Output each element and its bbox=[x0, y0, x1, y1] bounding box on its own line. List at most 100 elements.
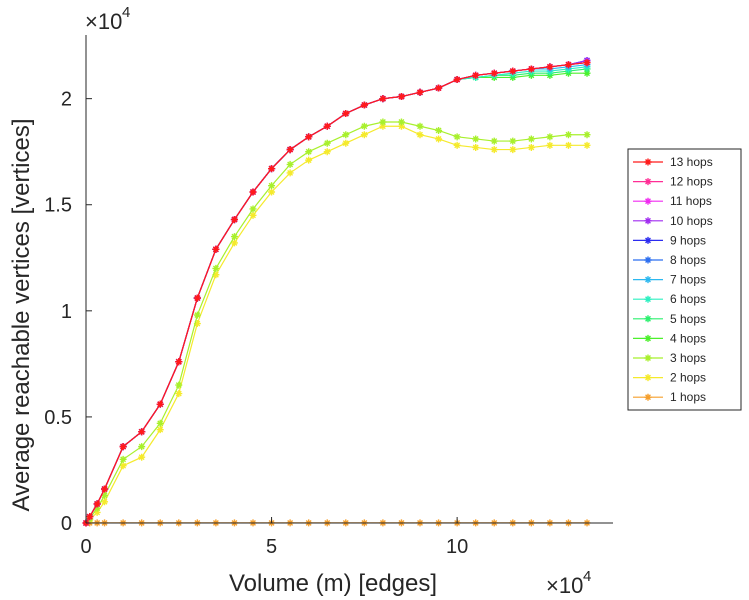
legend-marker bbox=[644, 158, 652, 166]
series-7-hops bbox=[82, 61, 591, 527]
data-point bbox=[435, 135, 443, 143]
data-point bbox=[435, 126, 443, 134]
series-2-hops bbox=[82, 122, 591, 527]
data-point bbox=[286, 169, 294, 177]
x-tick-label: 10 bbox=[446, 536, 468, 558]
data-point bbox=[193, 294, 201, 302]
series-line bbox=[85, 61, 588, 524]
series-10-hops bbox=[82, 56, 591, 527]
data-point bbox=[342, 110, 350, 118]
data-point bbox=[93, 504, 101, 512]
data-point bbox=[453, 141, 461, 149]
data-point bbox=[435, 84, 443, 92]
legend-label: 9 hops bbox=[670, 233, 706, 247]
legend-label: 13 hops bbox=[670, 155, 713, 169]
data-point bbox=[527, 65, 535, 73]
legend-marker bbox=[644, 276, 652, 284]
y-axis-label: Average reachable vertices [vertices] bbox=[8, 118, 35, 511]
series-8-hops bbox=[82, 59, 591, 527]
data-point bbox=[249, 205, 257, 213]
x-axis-label: Volume (m) [edges] bbox=[229, 570, 437, 597]
legend-label: 11 hops bbox=[670, 194, 712, 208]
x-multiplier-exponent: 4 bbox=[583, 568, 591, 585]
legend-label: 2 hops bbox=[670, 371, 706, 385]
series-3-hops bbox=[82, 118, 591, 527]
data-point bbox=[583, 69, 591, 77]
series-5-hops bbox=[82, 65, 591, 527]
data-point bbox=[490, 69, 498, 77]
data-point bbox=[175, 381, 183, 389]
data-point bbox=[397, 122, 405, 130]
data-point bbox=[156, 419, 164, 427]
data-point bbox=[101, 498, 109, 506]
data-point bbox=[546, 133, 554, 141]
data-point bbox=[86, 513, 94, 521]
data-point bbox=[156, 400, 164, 408]
data-point bbox=[175, 358, 183, 366]
y-tick-label: 1.5 bbox=[44, 195, 72, 217]
data-point bbox=[564, 141, 572, 149]
data-point bbox=[527, 135, 535, 143]
data-point bbox=[101, 485, 109, 493]
y-multiplier: ×10 4 bbox=[85, 4, 130, 34]
legend-label: 6 hops bbox=[670, 292, 706, 306]
data-point bbox=[546, 63, 554, 71]
data-point bbox=[472, 135, 480, 143]
legend-label: 12 hops bbox=[670, 175, 713, 189]
series-line bbox=[85, 59, 588, 524]
data-point bbox=[416, 88, 424, 96]
data-point bbox=[453, 76, 461, 84]
legend-marker bbox=[644, 178, 652, 186]
y-multiplier-base: ×10 bbox=[85, 9, 122, 34]
data-point bbox=[93, 508, 101, 516]
series-layer bbox=[82, 56, 591, 527]
data-point bbox=[472, 71, 480, 79]
x-tick-label: 5 bbox=[266, 536, 277, 558]
data-point bbox=[268, 182, 276, 190]
data-point bbox=[101, 491, 109, 499]
data-point bbox=[509, 67, 517, 75]
data-point bbox=[138, 428, 146, 436]
data-point bbox=[360, 101, 368, 109]
series-12-hops bbox=[82, 59, 591, 527]
legend-marker bbox=[644, 217, 652, 225]
series-line bbox=[85, 125, 588, 524]
series-line bbox=[85, 61, 588, 524]
data-point bbox=[323, 139, 331, 147]
data-point bbox=[397, 93, 405, 101]
y-tick-label: 1 bbox=[61, 301, 72, 323]
data-point bbox=[230, 233, 238, 241]
legend-marker bbox=[644, 393, 652, 401]
legend-marker bbox=[644, 236, 652, 244]
data-point bbox=[156, 426, 164, 434]
data-point bbox=[138, 443, 146, 451]
data-point bbox=[564, 131, 572, 139]
legend-item: 10 hops bbox=[633, 214, 713, 228]
legend-item: 1 hops bbox=[633, 390, 706, 404]
x-tick-label: 0 bbox=[80, 536, 91, 558]
data-point bbox=[268, 165, 276, 173]
data-point bbox=[249, 211, 257, 219]
data-point bbox=[212, 271, 220, 279]
data-point bbox=[286, 146, 294, 154]
legend-label: 3 hops bbox=[670, 351, 706, 365]
legend-marker bbox=[644, 197, 652, 205]
data-point bbox=[119, 443, 127, 451]
legend-marker bbox=[644, 295, 652, 303]
legend-item: 6 hops bbox=[633, 292, 706, 306]
data-point bbox=[249, 188, 257, 196]
legend-marker bbox=[644, 354, 652, 362]
x-multiplier: ×10 4 bbox=[546, 568, 591, 598]
series-line bbox=[85, 121, 588, 524]
data-point bbox=[323, 148, 331, 156]
legend-item: 3 hops bbox=[633, 351, 706, 365]
data-point bbox=[138, 453, 146, 461]
data-point bbox=[212, 264, 220, 272]
legend-marker bbox=[644, 374, 652, 382]
legend-marker bbox=[644, 256, 652, 264]
legend-item: 8 hops bbox=[633, 253, 706, 267]
y-tick-label: 0 bbox=[61, 513, 72, 535]
data-point bbox=[379, 122, 387, 130]
data-point bbox=[490, 137, 498, 145]
data-point bbox=[583, 59, 591, 67]
